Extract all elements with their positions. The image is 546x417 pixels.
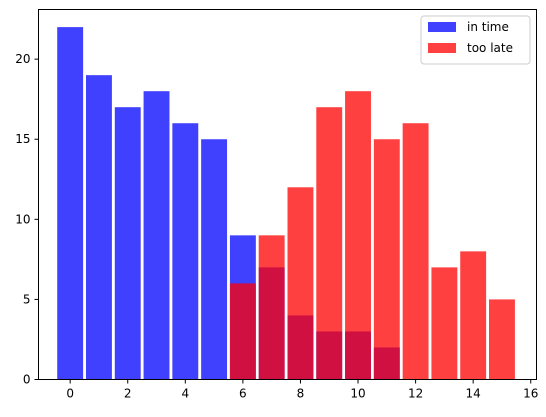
x-tick-label: 8 [297,387,305,401]
bar-in-time-0 [57,27,84,380]
legend-label-too-late: too late [467,41,513,55]
y-tick-label: 5 [23,292,31,306]
bar-in-time-4 [172,123,199,380]
bar-too-late-10 [345,91,371,380]
bar-too-late-6 [229,283,256,380]
bars-layer [57,27,515,380]
x-tick-label: 14 [466,387,481,401]
x-tick-label: 4 [181,387,189,401]
bar-in-time-2 [114,107,141,380]
legend-label-in-time: in time [467,20,509,34]
bar-too-late-14 [460,251,487,380]
x-tick-label: 0 [66,387,74,401]
bar-too-late-12 [402,123,429,380]
x-tick-label: 2 [124,387,132,401]
bar-too-late-15 [489,299,515,380]
bar-in-time-3 [143,91,170,380]
x-tick-label: 16 [523,387,538,401]
bar-too-late-9 [316,107,343,380]
bar-in-time-1 [85,75,112,380]
y-tick-label: 15 [15,132,30,146]
bar-in-time-5 [201,139,228,380]
y-tick-label: 0 [23,373,31,387]
x-tick-label: 12 [408,387,423,401]
legend-swatch-too-late [428,43,456,53]
plot-frame [38,9,537,380]
bar-too-late-8 [287,187,314,380]
x-tick-label: 10 [350,387,365,401]
legend: in time too late [420,15,531,65]
x-axis: 0 2 4 6 8 10 12 14 16 [66,379,538,401]
x-tick-label: 6 [239,387,247,401]
bar-too-late-7 [258,235,285,380]
legend-swatch-in-time [428,22,456,32]
bar-too-late-11 [373,139,400,380]
y-tick-label: 10 [15,212,30,226]
y-axis: 0 5 10 15 20 [15,52,39,387]
bar-too-late-13 [431,267,458,380]
y-tick-label: 20 [15,52,30,66]
